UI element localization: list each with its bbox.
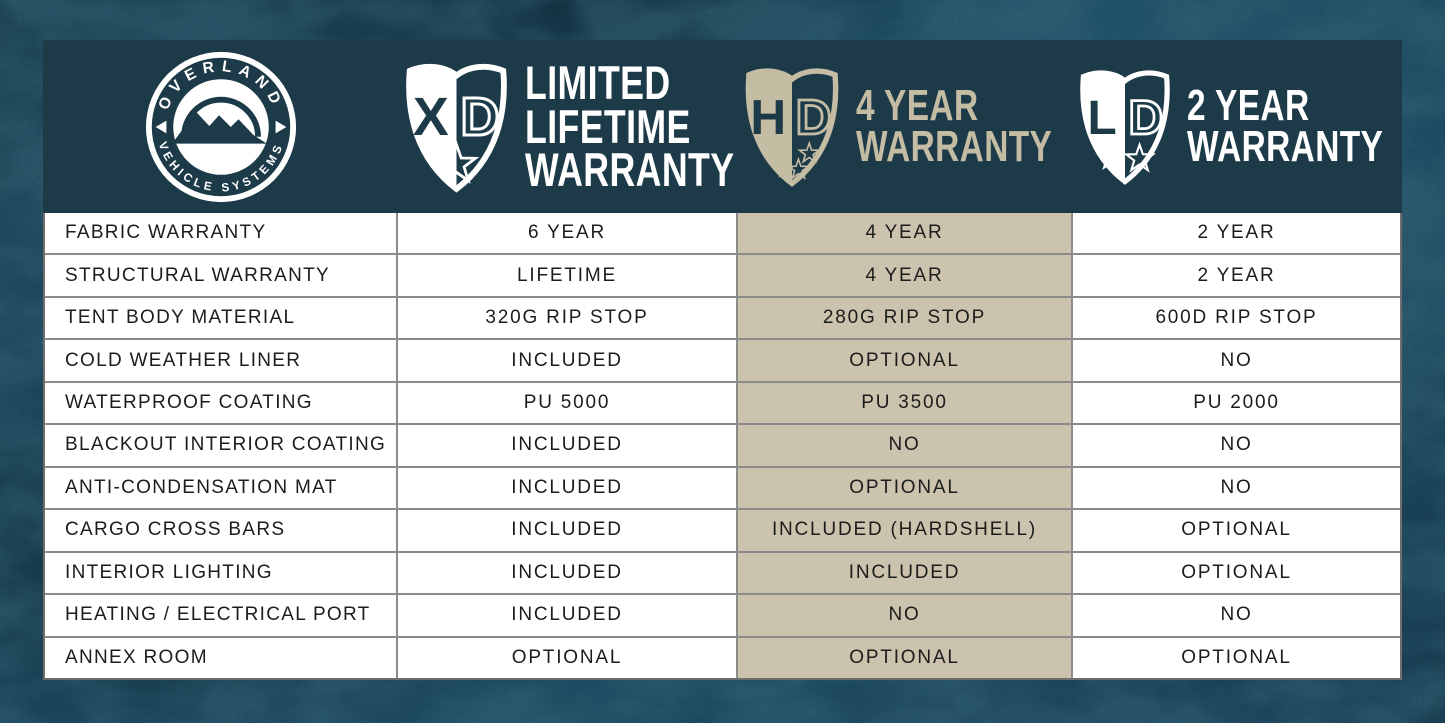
hd-value: OPTIONAL — [738, 467, 1073, 509]
row-label: COLD WEATHER LINER — [45, 340, 398, 381]
xd-value: LIFETIME — [398, 255, 738, 296]
row-label: BLACKOUT INTERIOR COATING — [45, 425, 398, 466]
table-body: FABRIC WARRANTY 6 YEAR 4 YEAR 2 YEAR STR… — [43, 213, 1402, 680]
xd-title-line: WARRANTY — [525, 143, 735, 197]
header-ld-cell: L D 2 YEAR WARRANTY — [1073, 40, 1402, 213]
ld-badge-letter-left: L — [1088, 92, 1117, 145]
ld-title-line: 2 YEAR — [1187, 80, 1310, 130]
xd-value: OPTIONAL — [398, 637, 738, 678]
ld-badge-letter-right: D — [1129, 92, 1164, 145]
table-row: HEATING / ELECTRICAL PORT INCLUDED NO NO — [45, 595, 1400, 638]
ld-value: OPTIONAL — [1181, 561, 1292, 583]
table-row: COLD WEATHER LINER INCLUDED OPTIONAL NO — [45, 340, 1400, 383]
comparison-table: OVERLAND VEHICLE SYSTEMS — [43, 40, 1402, 680]
table-row: FABRIC WARRANTY 6 YEAR 4 YEAR 2 YEAR — [45, 213, 1400, 256]
table-row: INTERIOR LIGHTING INCLUDED INCLUDED OPTI… — [45, 552, 1400, 596]
xd-value: 6 YEAR — [398, 213, 738, 254]
hd-value: NO — [738, 425, 1073, 466]
table-row: CARGO CROSS BARS INCLUDED INCLUDED (HARD… — [45, 510, 1400, 553]
xd-title: LIMITED LIFETIME WARRANTY — [525, 55, 735, 197]
xd-value: INCLUDED — [398, 340, 738, 381]
table-row: TENT BODY MATERIAL 320G RIP STOP 280G RI… — [45, 297, 1400, 341]
table-row: ANTI-CONDENSATION MAT INCLUDED OPTIONAL … — [45, 467, 1400, 511]
ld-value: PU 2000 — [1193, 392, 1280, 414]
xd-title-line: LIMITED — [525, 55, 671, 109]
hd-value: 4 YEAR — [738, 213, 1073, 254]
xd-value: 320G RIP STOP — [398, 297, 738, 339]
header-hd-cell: H D 4 YEAR WARRANTY — [738, 40, 1073, 213]
table-row: STRUCTURAL WARRANTY LIFETIME 4 YEAR 2 YE… — [45, 255, 1400, 298]
hd-value: 4 YEAR — [738, 255, 1073, 296]
header-xd-cell: X D LIMITED LIFETIME WARRANTY — [398, 40, 738, 213]
ld-value: OPTIONAL — [1181, 519, 1292, 541]
row-label: ANTI-CONDENSATION MAT — [45, 467, 398, 509]
hd-value: OPTIONAL — [738, 637, 1073, 678]
hd-badge-letter-left: H — [750, 90, 786, 145]
row-label: TENT BODY MATERIAL — [45, 297, 398, 339]
row-label: WATERPROOF COATING — [45, 382, 398, 424]
hd-title-line: WARRANTY — [856, 121, 1053, 171]
table-header: OVERLAND VEHICLE SYSTEMS — [43, 40, 1402, 213]
hd-value: PU 3500 — [738, 382, 1073, 424]
xd-value: INCLUDED — [398, 552, 738, 594]
ld-value: NO — [1220, 604, 1253, 626]
hd-value: NO — [738, 595, 1073, 636]
row-label: CARGO CROSS BARS — [45, 510, 398, 551]
ld-title: 2 YEAR WARRANTY — [1187, 80, 1384, 171]
hd-value: 280G RIP STOP — [738, 297, 1073, 339]
row-label: INTERIOR LIGHTING — [45, 552, 398, 594]
xd-badge-letter-right: D — [460, 87, 499, 147]
xd-shield-icon: X D — [406, 63, 507, 193]
xd-value: INCLUDED — [398, 595, 738, 636]
xd-value: INCLUDED — [398, 510, 738, 551]
ld-value: NO — [1220, 434, 1253, 456]
table-row: WATERPROOF COATING PU 5000 PU 3500 PU 20… — [45, 382, 1400, 426]
hd-badge-letter-right: D — [796, 90, 832, 145]
hd-title-line: 4 YEAR — [856, 80, 979, 130]
ld-value: NO — [1220, 349, 1253, 371]
xd-value: INCLUDED — [398, 425, 738, 466]
ovs-brand-logo-icon: OVERLAND VEHICLE SYSTEMS — [145, 51, 296, 202]
ld-value: NO — [1220, 476, 1253, 498]
xd-value: PU 5000 — [398, 382, 738, 424]
hd-title: 4 YEAR WARRANTY — [856, 80, 1053, 171]
xd-title-line: LIFETIME — [525, 99, 691, 153]
header-brand-cell: OVERLAND VEHICLE SYSTEMS — [43, 40, 398, 213]
row-label: STRUCTURAL WARRANTY — [45, 255, 398, 296]
ld-value: 2 YEAR — [1197, 222, 1276, 244]
xd-badge-letter-left: X — [413, 87, 449, 147]
xd-value: INCLUDED — [398, 467, 738, 509]
ld-value: 2 YEAR — [1197, 264, 1276, 286]
hd-value: INCLUDED (HARDSHELL) — [738, 510, 1073, 551]
row-label: ANNEX ROOM — [45, 637, 398, 678]
hd-shield-icon: H D — [745, 68, 839, 187]
ld-shield-icon: L D — [1080, 70, 1170, 185]
hd-value: INCLUDED — [738, 552, 1073, 594]
row-label: FABRIC WARRANTY — [45, 213, 398, 254]
table-row: BLACKOUT INTERIOR COATING INCLUDED NO NO — [45, 425, 1400, 468]
ld-value: 600D RIP STOP — [1155, 307, 1318, 329]
ld-title-line: WARRANTY — [1187, 121, 1384, 171]
hd-value: OPTIONAL — [738, 340, 1073, 381]
ld-value: OPTIONAL — [1181, 646, 1292, 668]
row-label: HEATING / ELECTRICAL PORT — [45, 595, 398, 636]
table-row: ANNEX ROOM OPTIONAL OPTIONAL OPTIONAL — [45, 637, 1400, 678]
